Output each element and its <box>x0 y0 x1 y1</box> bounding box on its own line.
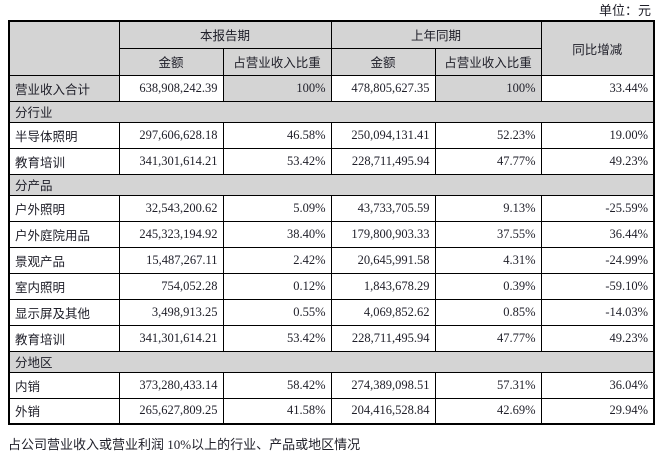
cell-prior-amount: 274,389,098.51 <box>330 371 436 399</box>
cell-current-amount: 638,908,242.39 <box>118 74 224 102</box>
section-label: 分产品 <box>8 173 655 196</box>
cell-yoy: 49.23% <box>540 147 655 175</box>
unit-label: 单位：元 <box>598 3 651 18</box>
row-label: 教育培训 <box>8 147 120 175</box>
data-row-education-training-product: 教育培训 341,301,614.21 53.42% 228,711,495.9… <box>8 324 655 352</box>
cell-current-ratio: 53.42% <box>222 324 332 352</box>
revenue-breakdown-table: 本报告期 上年同期 同比增减 金额 占营业收入比重 金额 占营业收入比重 营业收… <box>8 20 656 425</box>
row-label: 营业收入合计 <box>8 74 120 102</box>
cell-yoy: 29.94% <box>540 397 655 425</box>
cell-prior-ratio: 0.39% <box>434 272 542 300</box>
cell-current-amount: 32,543,200.62 <box>118 194 224 222</box>
row-label: 半导体照明 <box>8 121 120 149</box>
cell-prior-ratio: 4.31% <box>434 246 542 274</box>
data-row-landscape-products: 景观产品 15,487,267.11 2.42% 20,645,991.58 4… <box>8 246 655 274</box>
section-row-region: 分地区 <box>8 350 655 373</box>
cell-current-ratio: 0.12% <box>222 272 332 300</box>
cell-prior-amount: 179,800,903.33 <box>330 220 436 248</box>
cell-prior-ratio: 52.23% <box>434 121 542 149</box>
cell-prior-ratio: 47.77% <box>434 324 542 352</box>
cell-current-ratio: 53.42% <box>222 147 332 175</box>
row-label: 外销 <box>8 397 120 425</box>
row-label: 户外庭院用品 <box>8 220 120 248</box>
cell-current-ratio: 2.42% <box>222 246 332 274</box>
header-current-amount: 金额 <box>118 47 224 76</box>
cell-prior-ratio: 42.69% <box>434 397 542 425</box>
row-label: 教育培训 <box>8 324 120 352</box>
header-row-periods: 本报告期 上年同期 同比增减 <box>8 20 655 76</box>
header-yoy-change: 同比增减 <box>540 20 655 76</box>
cell-current-ratio: 41.58% <box>222 397 332 425</box>
data-row-display-and-other: 显示屏及其他 3,498,913.25 0.55% 4,069,852.62 0… <box>8 298 655 326</box>
cell-yoy: 19.00% <box>540 121 655 149</box>
cell-prior-ratio: 0.85% <box>434 298 542 326</box>
header-prior-ratio: 占营业收入比重 <box>434 47 542 76</box>
section-label: 分行业 <box>8 100 655 123</box>
cell-current-amount: 265,627,809.25 <box>118 397 224 425</box>
header-prior-amount: 金额 <box>330 47 436 76</box>
data-row-export-sales: 外销 265,627,809.25 41.58% 204,416,528.84 … <box>8 397 655 425</box>
cell-prior-amount: 204,416,528.84 <box>330 397 436 425</box>
total-revenue-row: 营业收入合计 638,908,242.39 100% 478,805,627.3… <box>8 74 655 102</box>
cell-yoy: 49.23% <box>540 324 655 352</box>
cell-current-amount: 15,487,267.11 <box>118 246 224 274</box>
cell-prior-ratio: 57.31% <box>434 371 542 399</box>
header-current-period: 本报告期 <box>118 20 332 49</box>
cell-yoy: -14.03% <box>540 298 655 326</box>
cell-current-amount: 373,280,433.14 <box>118 371 224 399</box>
cell-current-ratio: 46.58% <box>222 121 332 149</box>
row-label: 显示屏及其他 <box>8 298 120 326</box>
header-current-ratio: 占营业收入比重 <box>222 47 332 76</box>
cell-prior-amount: 478,805,627.35 <box>330 74 436 102</box>
cell-prior-ratio: 100% <box>434 74 542 102</box>
cell-prior-ratio: 9.13% <box>434 194 542 222</box>
data-row-indoor-lighting: 室内照明 754,052.28 0.12% 1,843,678.29 0.39%… <box>8 272 655 300</box>
cell-current-ratio: 58.42% <box>222 371 332 399</box>
cell-yoy: -24.99% <box>540 246 655 274</box>
data-row-outdoor-garden-products: 户外庭院用品 245,323,194.92 38.40% 179,800,903… <box>8 220 655 248</box>
cell-current-ratio: 0.55% <box>222 298 332 326</box>
data-row-semiconductor-lighting: 半导体照明 297,606,628.18 46.58% 250,094,131.… <box>8 121 655 149</box>
cell-prior-amount: 1,843,678.29 <box>330 272 436 300</box>
cell-current-amount: 297,606,628.18 <box>118 121 224 149</box>
cell-prior-amount: 4,069,852.62 <box>330 298 436 326</box>
cell-prior-amount: 20,645,991.58 <box>330 246 436 274</box>
row-label: 户外照明 <box>8 194 120 222</box>
section-label: 分地区 <box>8 350 655 373</box>
cell-prior-amount: 228,711,495.94 <box>330 324 436 352</box>
cell-current-amount: 754,052.28 <box>118 272 224 300</box>
row-label: 内销 <box>8 371 120 399</box>
cell-current-ratio: 5.09% <box>222 194 332 222</box>
cell-current-amount: 341,301,614.21 <box>118 147 224 175</box>
cell-current-ratio: 100% <box>222 74 332 102</box>
cell-yoy: -59.10% <box>540 272 655 300</box>
cell-yoy: 36.44% <box>540 220 655 248</box>
cell-yoy: 36.04% <box>540 371 655 399</box>
row-label: 室内照明 <box>8 272 120 300</box>
cell-current-amount: 245,323,194.92 <box>118 220 224 248</box>
footer-note: 占公司营业收入或营业利润 10%以上的行业、产品或地区情况 <box>8 437 361 452</box>
data-row-domestic-sales: 内销 373,280,433.14 58.42% 274,389,098.51 … <box>8 371 655 399</box>
cell-yoy: -25.59% <box>540 194 655 222</box>
row-label: 景观产品 <box>8 246 120 274</box>
cell-current-ratio: 38.40% <box>222 220 332 248</box>
cell-current-amount: 341,301,614.21 <box>118 324 224 352</box>
section-row-industry: 分行业 <box>8 100 655 123</box>
cell-prior-amount: 228,711,495.94 <box>330 147 436 175</box>
cell-prior-amount: 250,094,131.41 <box>330 121 436 149</box>
section-row-product: 分产品 <box>8 173 655 196</box>
data-row-outdoor-lighting: 户外照明 32,543,200.62 5.09% 43,733,705.59 9… <box>8 194 655 222</box>
cell-prior-amount: 43,733,705.59 <box>330 194 436 222</box>
header-empty-cell <box>8 20 120 76</box>
cell-yoy: 33.44% <box>540 74 655 102</box>
data-row-education-training: 教育培训 341,301,614.21 53.42% 228,711,495.9… <box>8 147 655 175</box>
header-row-subcolumns: 金额 占营业收入比重 金额 占营业收入比重 <box>9 47 654 76</box>
header-prior-period: 上年同期 <box>330 20 542 49</box>
cell-current-amount: 3,498,913.25 <box>118 298 224 326</box>
cell-prior-ratio: 47.77% <box>434 147 542 175</box>
cell-prior-ratio: 37.55% <box>434 220 542 248</box>
